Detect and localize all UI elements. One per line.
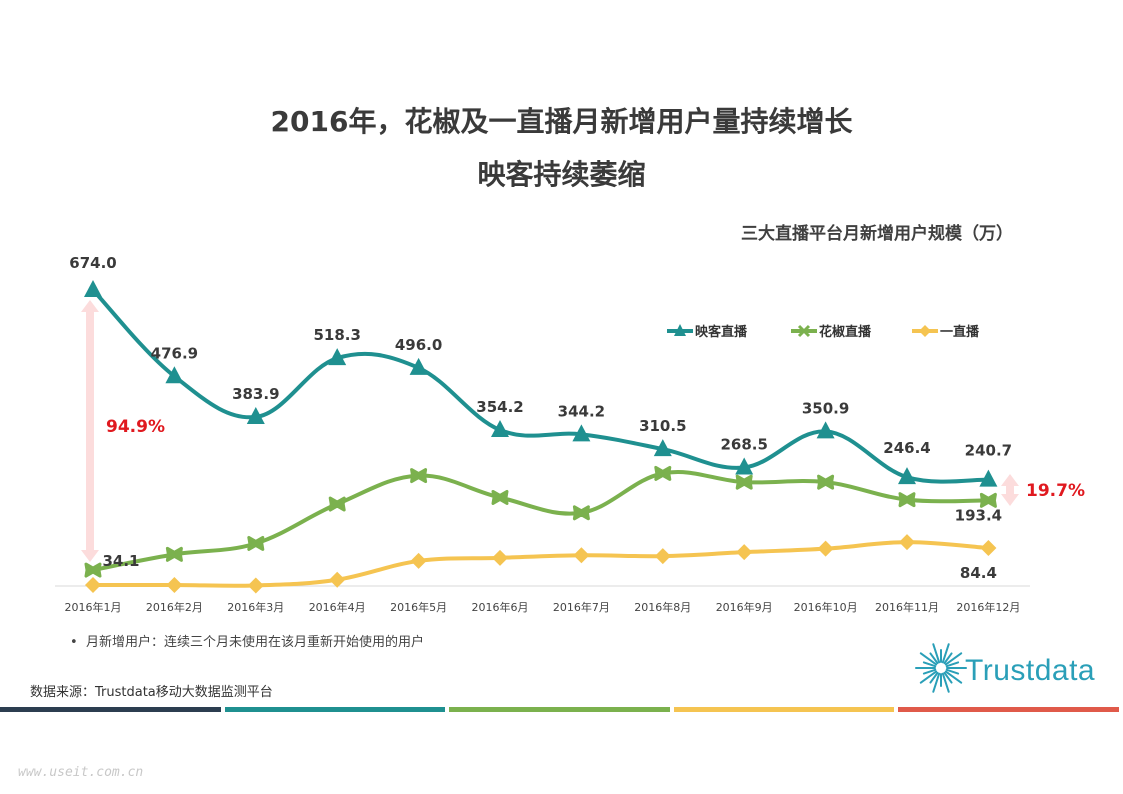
line-chart: 2016年1月 2016年2月 2016年3月 2016年4月 2016年5月 2016年… xyxy=(55,254,1085,614)
color-bar xyxy=(449,707,670,712)
x-tick-label: 2016年7月 xyxy=(553,600,610,614)
data-point xyxy=(84,562,102,578)
chart-subtitle: 三大直播平台月新增用户规模（万） xyxy=(741,224,1013,244)
data-point xyxy=(735,457,754,475)
data-point xyxy=(573,547,590,564)
page-title: 2016年，花椒及一直播月新增用户量持续增长 xyxy=(270,105,853,138)
series-line xyxy=(91,288,989,484)
x-tick-label: 2016年10月 xyxy=(794,600,858,614)
data-label: 354.2 xyxy=(476,398,523,416)
data-label: 383.9 xyxy=(232,385,279,403)
x-tick-label: 2016年11月 xyxy=(875,600,939,614)
data-label: 310.5 xyxy=(639,417,686,435)
data-point xyxy=(328,348,347,366)
change-arrow-left xyxy=(81,300,99,562)
color-bar xyxy=(898,707,1119,712)
color-bar xyxy=(224,707,446,712)
data-label: 518.3 xyxy=(313,326,360,344)
page-subtitle: 映客持续萎缩 xyxy=(477,158,646,191)
data-point xyxy=(654,465,672,481)
data-label: 84.4 xyxy=(960,564,997,582)
data-point xyxy=(85,577,101,593)
legend-label: 花椒直播 xyxy=(819,324,872,340)
data-label: 268.5 xyxy=(720,435,767,453)
data-point xyxy=(898,467,916,485)
data-point xyxy=(247,535,265,551)
change-arrow-right xyxy=(1001,474,1019,506)
data-label: 193.4 xyxy=(955,506,1002,524)
color-bar xyxy=(673,707,895,712)
data-point xyxy=(246,406,265,424)
legend-label: 映客直播 xyxy=(695,324,748,340)
x-tick-label: 2016年3月 xyxy=(227,600,284,614)
data-point xyxy=(492,549,508,566)
data-point xyxy=(899,534,915,551)
x-tick-label: 2016年6月 xyxy=(472,600,529,614)
data-point xyxy=(165,366,184,384)
data-point xyxy=(84,280,102,297)
logo-text: Trustdata xyxy=(965,654,1096,687)
data-source: 数据来源：Trustdata移动大数据监测平台 xyxy=(30,685,273,700)
data-point xyxy=(898,492,916,508)
data-label: 496.0 xyxy=(395,336,442,354)
series-line xyxy=(92,540,989,588)
data-point xyxy=(816,421,835,439)
data-point xyxy=(979,492,997,508)
footnote-text: 月新增用户：连续三个月未使用在该月重新开始使用的用户 xyxy=(85,635,424,650)
legend-marker xyxy=(797,324,811,338)
x-tick-label: 2016年1月 xyxy=(65,600,122,614)
data-label: 674.0 xyxy=(69,254,116,272)
data-point xyxy=(817,540,834,557)
series-line xyxy=(92,470,989,573)
data-point xyxy=(653,439,672,457)
sunburst-icon xyxy=(915,643,967,693)
x-tick-label: 2016年9月 xyxy=(716,600,773,614)
data-label: 246.4 xyxy=(883,439,930,457)
x-tick-label: 2016年8月 xyxy=(634,600,691,614)
data-point xyxy=(166,577,183,593)
data-point xyxy=(736,544,753,561)
data-point xyxy=(409,357,428,375)
x-tick-label: 2016年5月 xyxy=(390,600,447,614)
data-point xyxy=(410,468,428,484)
color-bar xyxy=(0,707,221,712)
trustdata-logo: Trustdata xyxy=(915,638,1115,698)
footnote: • 月新增用户：连续三个月未使用在该月重新开始使用的用户 xyxy=(70,635,424,650)
data-point xyxy=(491,489,509,505)
watermark: www.useit.com.cn xyxy=(18,765,144,780)
data-point xyxy=(491,419,509,437)
x-tick-label: 2016年2月 xyxy=(146,600,203,614)
data-point xyxy=(735,474,753,490)
data-point xyxy=(980,540,997,557)
data-point xyxy=(410,552,427,569)
annotation-change-right: 19.7% xyxy=(1026,481,1085,501)
legend-marker xyxy=(919,325,931,337)
data-point xyxy=(572,424,591,442)
data-label: 344.2 xyxy=(558,402,605,420)
data-point xyxy=(328,496,346,512)
data-label: 240.7 xyxy=(965,442,1012,460)
annotation-change-left: 94.9% xyxy=(106,417,165,437)
data-point xyxy=(572,505,590,521)
legend-marker xyxy=(674,324,686,336)
data-point xyxy=(329,571,346,588)
data-point xyxy=(817,474,835,490)
x-tick-label: 2016年4月 xyxy=(309,600,366,614)
legend-label: 一直播 xyxy=(940,324,980,340)
data-label: 34.1 xyxy=(102,552,139,570)
data-point xyxy=(165,546,183,562)
data-label: 476.9 xyxy=(151,344,198,362)
data-point xyxy=(654,548,671,565)
data-point xyxy=(979,469,998,487)
x-tick-label: 2016年12月 xyxy=(956,600,1020,614)
data-label: 350.9 xyxy=(802,399,849,417)
data-point xyxy=(247,577,264,594)
